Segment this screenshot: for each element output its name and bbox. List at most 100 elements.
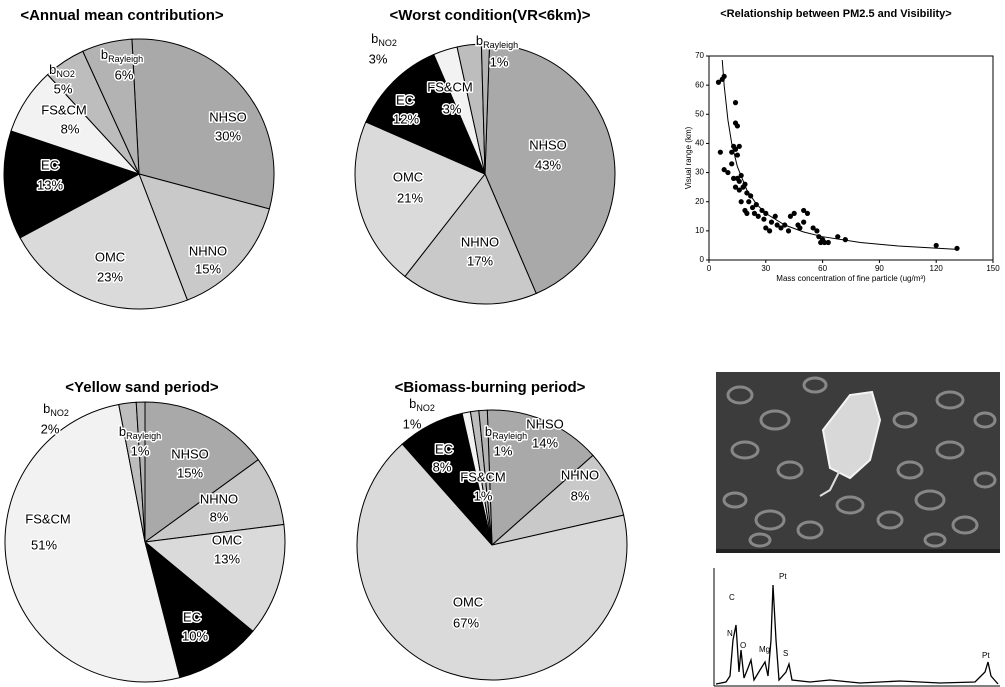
slice-value-label: 5% — [54, 81, 73, 96]
slice-label: FS&CM — [41, 102, 87, 117]
scatter-point — [742, 182, 747, 187]
slice-value-label: 15% — [195, 261, 221, 276]
scatter-point — [756, 214, 761, 219]
chart-title: <Worst condition(VR<6km)> — [389, 7, 590, 24]
scatter-point — [735, 123, 740, 128]
scatter-point — [782, 222, 787, 227]
slice-label: bRayleigh — [476, 33, 518, 50]
chart-title: <Relationship between PM2.5 and Visibili… — [720, 8, 951, 20]
y-axis-label: Visual range (km) — [684, 126, 693, 189]
x-tick-label: 0 — [707, 264, 712, 273]
scatter-point — [746, 199, 751, 204]
scatter-point — [797, 225, 802, 230]
peak-label: C — [729, 593, 735, 602]
scatter-point — [739, 173, 744, 178]
slice-label: bNO2 — [43, 401, 69, 418]
scatter-point — [737, 179, 742, 184]
peak-label: N — [727, 629, 733, 638]
slice-value-label: 13% — [37, 177, 63, 192]
peak-label: Mg — [759, 645, 770, 654]
x-tick-label: 120 — [930, 264, 944, 273]
y-tick-label: 70 — [695, 51, 704, 60]
slice-label: FS&CM — [427, 79, 473, 94]
chart-title: <Yellow sand period> — [65, 379, 219, 396]
x-tick-label: 30 — [761, 264, 770, 273]
scatter-point — [735, 152, 740, 157]
figure: C N O Mg S Pt Pt <Annual mean contributi… — [0, 0, 1005, 687]
slice-label: EC — [435, 441, 453, 456]
chart-title: <Biomass-burning period> — [395, 379, 586, 396]
slice-value-label: 3% — [443, 101, 462, 116]
slice-value-label: 8% — [433, 459, 452, 474]
fit-curve — [722, 60, 955, 249]
edx-spectrum: C N O Mg S Pt Pt — [714, 568, 1000, 686]
scatter-point — [818, 240, 823, 245]
scatter-point — [739, 199, 744, 204]
slice-value-label: 67% — [453, 615, 479, 630]
slice-label: NHSO — [209, 109, 247, 124]
scatter-point — [733, 100, 738, 105]
y-tick-label: 50 — [695, 109, 704, 118]
y-tick-label: 30 — [695, 168, 704, 177]
slice-label: NHSO — [526, 416, 564, 431]
slice-value-label: 21% — [397, 190, 423, 205]
y-tick-label: 20 — [695, 197, 704, 206]
scatter-point — [934, 243, 939, 248]
scatter-point — [725, 170, 730, 175]
slice-label: EC — [41, 157, 59, 172]
x-axis-label: Mass concentration of fine particle (ug/… — [776, 274, 926, 283]
plot-frame — [709, 56, 993, 260]
slice-value-label: 12% — [393, 111, 419, 126]
slice-value-label: 6% — [115, 67, 134, 82]
scatter-point — [718, 150, 723, 155]
slice-label: OMC — [95, 249, 125, 264]
slice-value-label: 13% — [214, 551, 240, 566]
slice-value-label: 51% — [31, 537, 57, 552]
slice-value-label: 10% — [182, 628, 208, 643]
peak-label: O — [740, 641, 746, 650]
scatter-point — [792, 211, 797, 216]
scatter-point — [773, 214, 778, 219]
scatter-point — [805, 211, 810, 216]
slice-label: NHSO — [171, 446, 209, 461]
scatter-point — [761, 217, 766, 222]
slice-label: OMC — [453, 594, 483, 609]
slice-label: EC — [396, 92, 414, 107]
slice-label: NHNO — [461, 234, 499, 249]
slice-label: OMC — [212, 532, 242, 547]
scatter-point — [801, 220, 806, 225]
slice-label: NHNO — [189, 243, 227, 258]
slice-value-label: 1% — [494, 443, 513, 458]
y-tick-label: 40 — [695, 139, 704, 148]
slice-value-label: 8% — [210, 509, 229, 524]
scatter-point — [767, 228, 772, 233]
scatter-point — [954, 246, 959, 251]
slice-value-label: 1% — [490, 54, 509, 69]
slice-label: NHNO — [561, 467, 599, 482]
slice-value-label: 23% — [97, 269, 123, 284]
slice-value-label: 15% — [177, 465, 203, 480]
slice-label: FS&CM — [25, 511, 71, 526]
sem-image — [716, 372, 1000, 553]
scatter-point — [722, 74, 727, 79]
scatter-point — [754, 202, 759, 207]
slice-value-label: 1% — [131, 443, 150, 458]
y-tick-label: 60 — [695, 80, 704, 89]
x-tick-label: 90 — [875, 264, 884, 273]
slice-value-label: 1% — [403, 416, 422, 431]
scatter-point — [737, 144, 742, 149]
y-tick-label: 10 — [695, 226, 704, 235]
slice-value-label: 8% — [61, 121, 80, 136]
scatter-point — [748, 193, 753, 198]
slice-value-label: 17% — [467, 253, 493, 268]
slice-value-label: 14% — [532, 435, 558, 450]
scatter-point — [843, 237, 848, 242]
scatter-point — [769, 220, 774, 225]
slice-label: NHNO — [200, 491, 238, 506]
scatter-point — [786, 228, 791, 233]
x-tick-label: 60 — [818, 264, 827, 273]
slice-label: NHSO — [529, 137, 567, 152]
slice-value-label: 43% — [535, 157, 561, 172]
slice-label: EC — [183, 609, 201, 624]
scatter-point — [826, 240, 831, 245]
